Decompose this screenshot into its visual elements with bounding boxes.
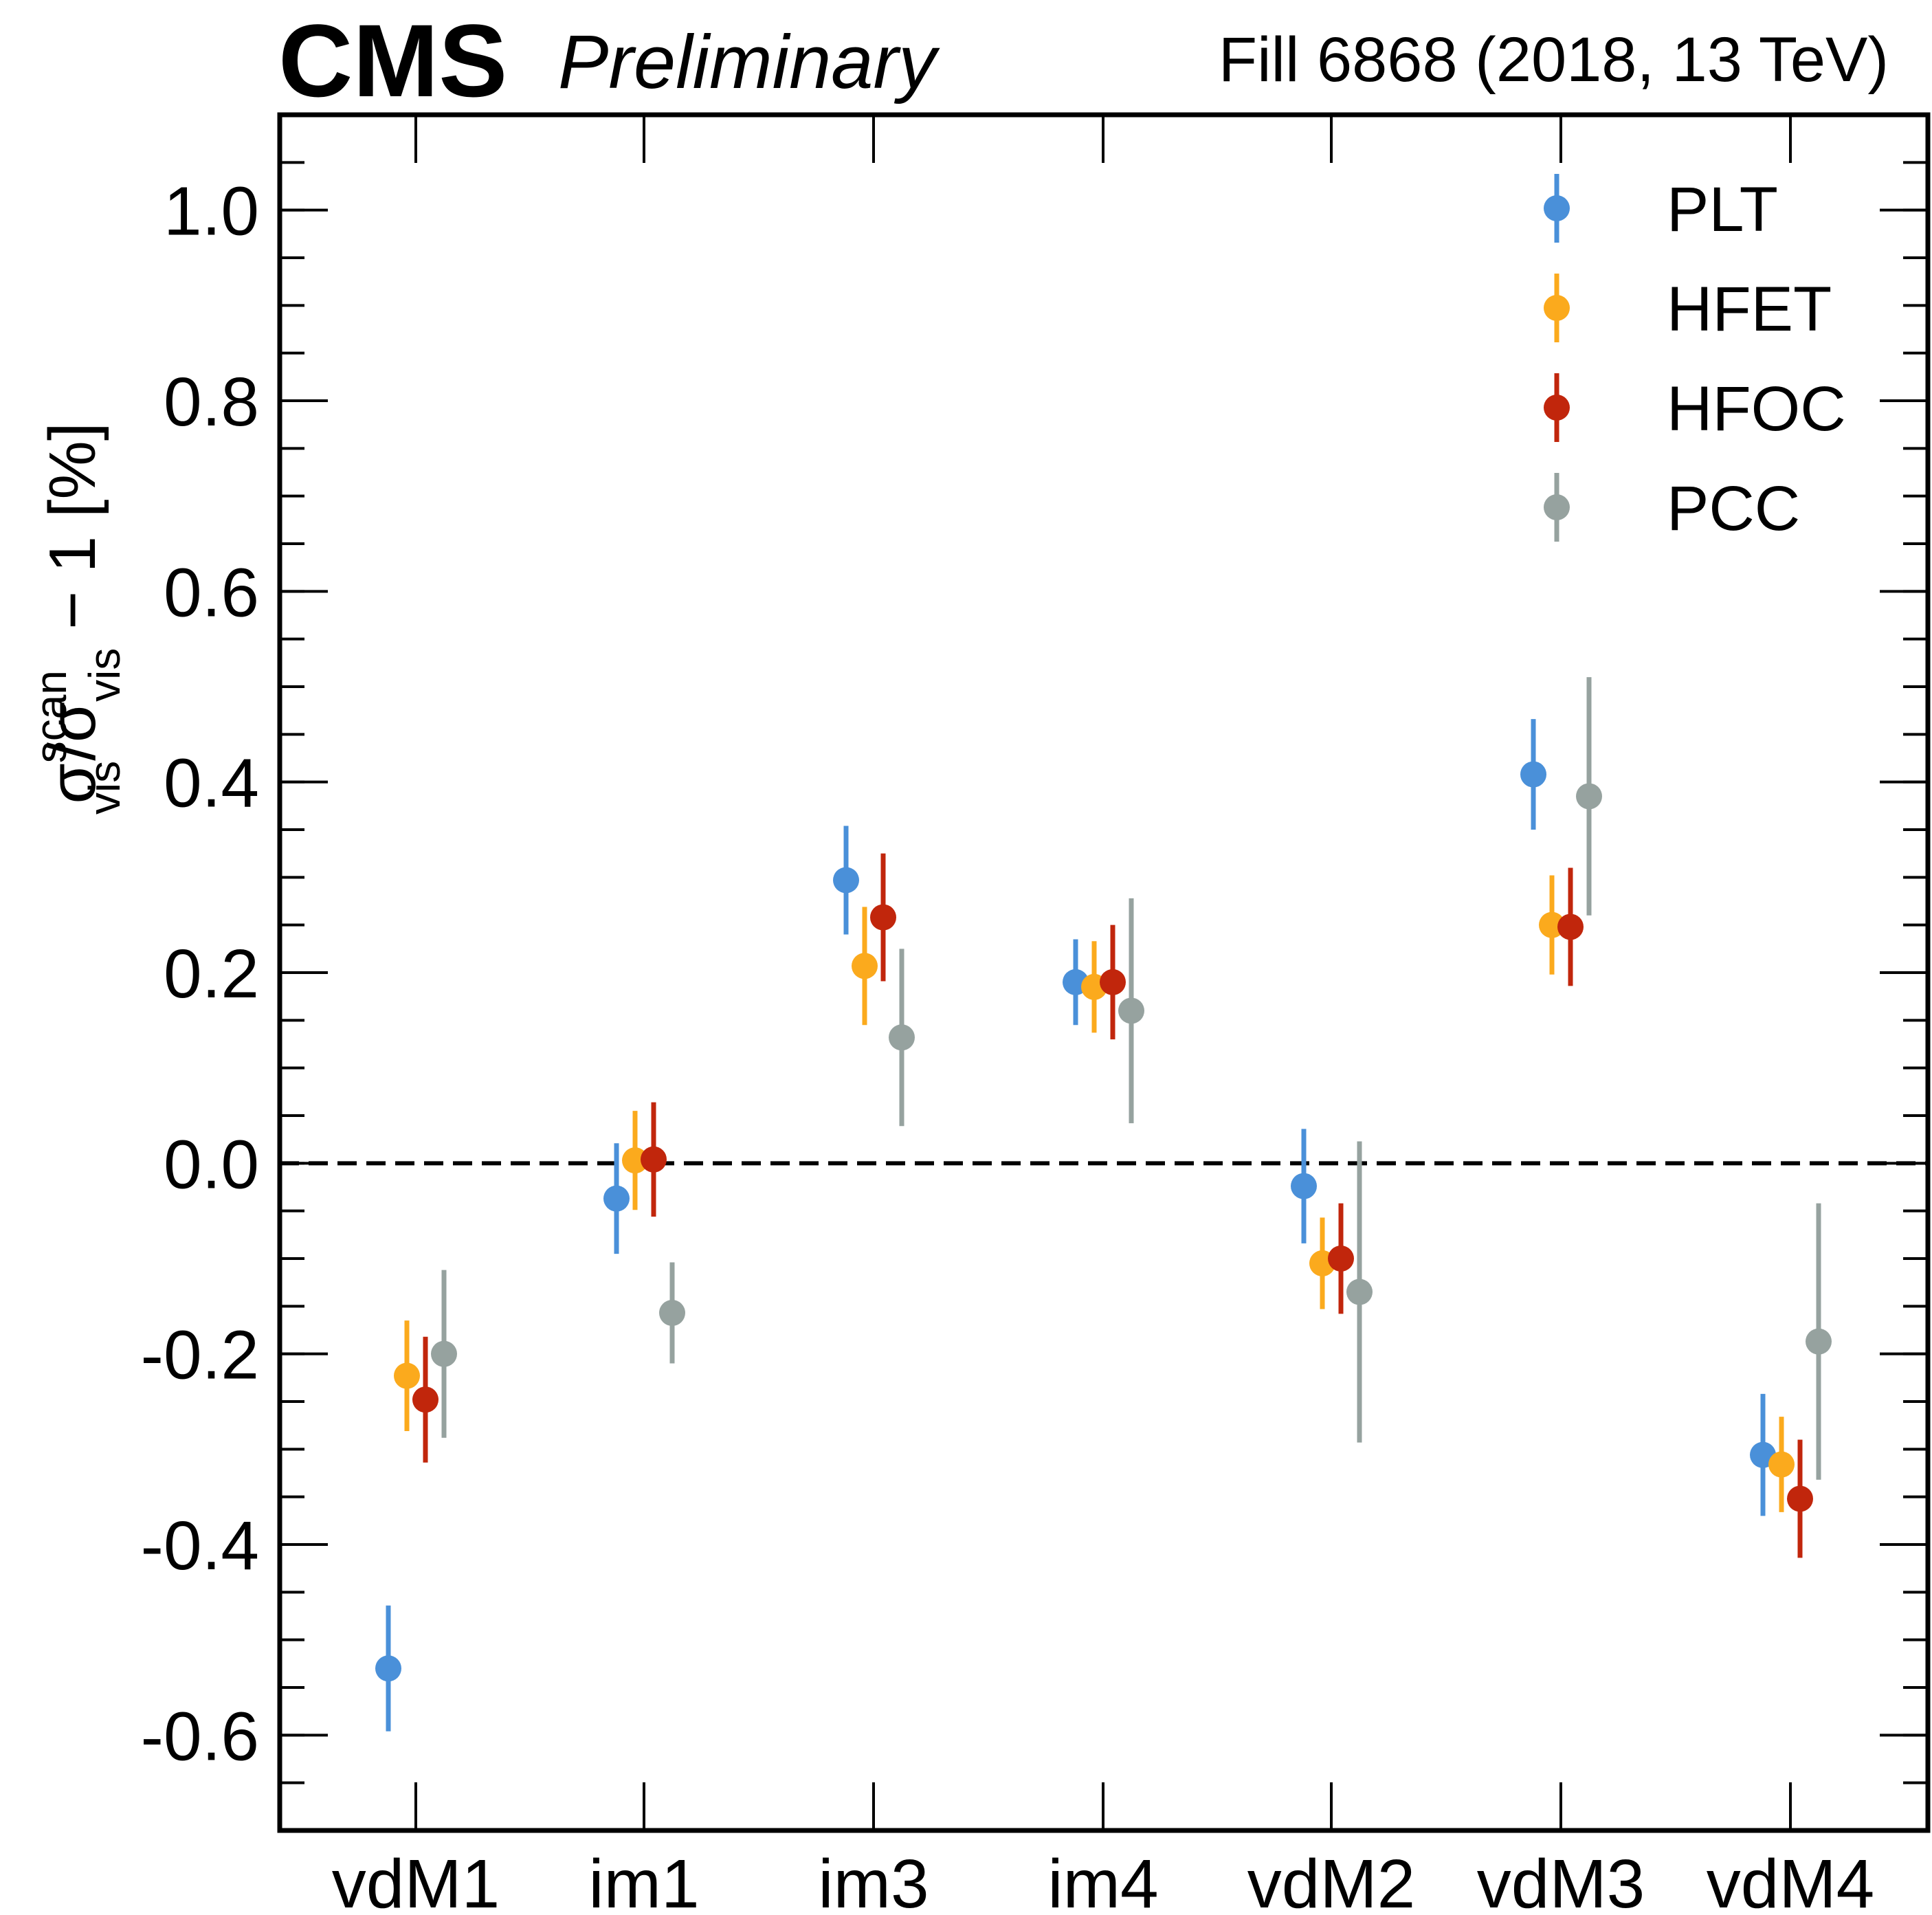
x-tick-label-im1: im1 [588,1846,699,1915]
y-axis-label-sigma: σ [36,763,109,804]
point-hfet-im1 [622,1147,648,1174]
legend-marker-plt [1544,195,1570,221]
point-pcc-vdm2 [1346,1278,1373,1305]
point-plt-im1 [603,1185,630,1212]
y-axis-label-sup: scan [26,670,76,763]
legend-label-plt: PLT [1667,175,1778,245]
y-axis-label-sigma2: σ [36,702,109,742]
legend-label-hfet: HFET [1667,274,1832,344]
legend-marker-hfoc [1544,395,1570,421]
point-hfoc-im4 [1100,968,1126,995]
legend-marker-hfet [1544,295,1570,321]
point-pcc-im1 [659,1300,685,1327]
data-layer [375,677,1832,1731]
point-hfet-im3 [852,953,878,979]
y-tick-label: 0.2 [164,936,259,1012]
fill-info-label: Fill 6868 (2018, 13 TeV) [1219,25,1889,95]
y-tick-label: -0.4 [141,1507,259,1584]
point-hfoc-vdm1 [412,1386,438,1413]
legend: PLT HFET HFOC PCC [1544,174,1846,544]
point-plt-vdm3 [1520,761,1546,788]
point-hfet-vdm1 [394,1362,420,1389]
x-tick-label-vdM2: vdM2 [1247,1846,1416,1915]
point-plt-im3 [833,867,859,894]
point-plt-vdm2 [1291,1173,1317,1199]
status-label: Preliminary [558,20,940,104]
y-axis-label-slash: / [36,742,109,761]
point-plt-vdm1 [375,1655,401,1682]
y-axis-label-sub: vis [80,761,129,815]
point-pcc-vdm3 [1576,783,1602,810]
legend-marker-pcc [1544,494,1570,520]
point-pcc-im4 [1118,997,1144,1024]
x-tick-label-im3: im3 [818,1846,929,1915]
y-tick-label: 0.8 [164,364,259,441]
point-pcc-im3 [889,1024,915,1051]
x-tick-label-vdM1: vdM1 [332,1846,500,1915]
y-tick-label: 1.0 [164,173,259,250]
x-tick-label-im4: im4 [1047,1846,1158,1915]
legend-label-pcc: PCC [1667,474,1800,544]
x-tick-label-vdM3: vdM3 [1477,1846,1645,1915]
point-pcc-vdm1 [431,1340,457,1367]
y-tick-label: -0.2 [141,1317,259,1394]
point-hfoc-im1 [641,1146,667,1173]
point-hfet-vdm4 [1768,1451,1795,1478]
y-tick-label: -0.6 [141,1698,259,1775]
y-axis-label-tail: − 1 [%] [36,422,109,647]
y-tick-label: 0.6 [164,554,259,631]
axes-layer: -0.6 -0.4 -0.2 0.0 0.2 0.4 0.6 0.8 1.0 vdM1 im1 im3… [141,113,1928,1915]
plot-frame [277,112,1931,1833]
y-axis-label: σscanvis/σvis − 1 [%] [26,422,129,815]
y-axis-label-sub2: vis [80,648,129,702]
experiment-label: CMS [278,3,507,118]
point-hfoc-vdm4 [1787,1485,1813,1512]
point-hfoc-vdm3 [1557,914,1584,940]
point-hfoc-vdm2 [1328,1246,1354,1272]
x-tick-label-vdM4: vdM4 [1707,1846,1875,1915]
point-hfoc-im3 [870,904,896,931]
y-tick-label: 0.4 [164,745,259,822]
y-tick-label: 0.0 [164,1126,259,1203]
legend-label-hfoc: HFOC [1667,374,1846,444]
point-pcc-vdm4 [1806,1328,1832,1355]
